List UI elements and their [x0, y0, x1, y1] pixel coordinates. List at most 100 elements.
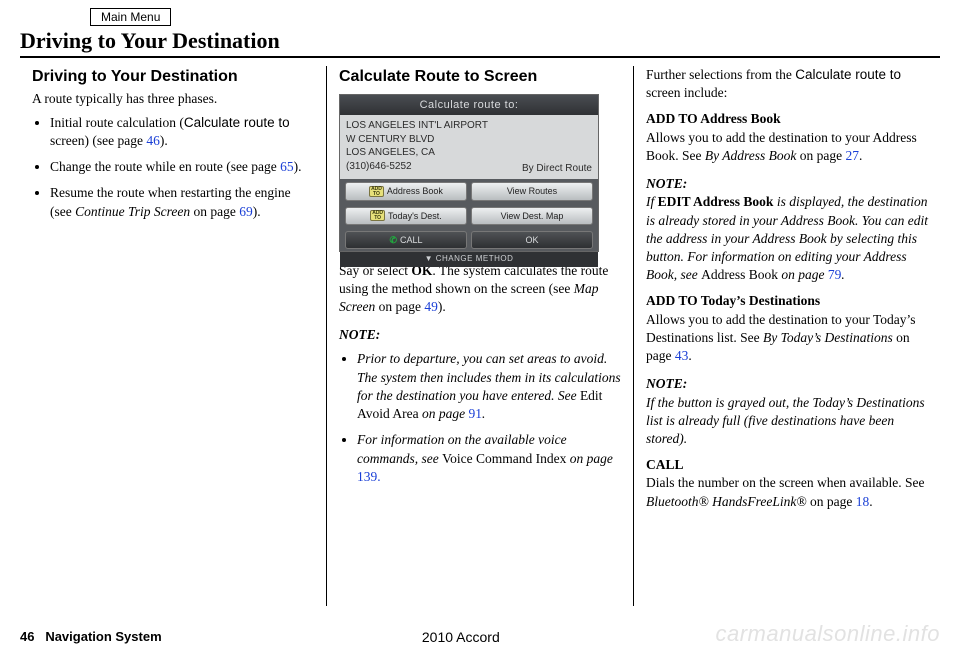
page-footer: 46 Navigation System 2010 Accord	[20, 629, 940, 645]
page-link[interactable]: 27	[845, 148, 859, 163]
ital-text: Bluetooth® HandsFreeLink®	[646, 494, 807, 509]
screenshot-body: LOS ANGELES INT'L AIRPORT W CENTURY BLVD…	[340, 115, 598, 179]
addto-td-heading: ADD TO Today’s Destinations	[646, 292, 928, 310]
col3-note2-label: NOTE:	[646, 375, 928, 393]
screenshot-btn-call[interactable]: ✆CALL	[345, 231, 467, 249]
col2-note-2: For information on the available voice c…	[357, 431, 621, 486]
plain-text: Voice Command Index	[442, 451, 566, 466]
ital-text: By Address Book	[705, 148, 796, 163]
text: Initial route calculation (	[50, 115, 184, 130]
bold-text: EDIT Address Book	[658, 194, 774, 209]
text: on page	[190, 204, 239, 219]
screenshot-route-method: By Direct Route	[522, 162, 592, 176]
text: .	[482, 406, 485, 421]
screenshot-btn-ok[interactable]: OK	[471, 231, 593, 249]
ui-text: Calculate route to	[184, 115, 290, 130]
col2-note-label: NOTE:	[339, 326, 621, 344]
call-text: Dials the number on the screen when avai…	[646, 474, 928, 510]
col3-note1-label: NOTE:	[646, 175, 928, 193]
page-link[interactable]: 69	[239, 204, 253, 219]
ui-text: Calculate route to	[795, 67, 901, 82]
text: .	[859, 148, 862, 163]
text: screen) (see page	[50, 133, 146, 148]
column-1: Driving to Your Destination A route typi…	[20, 66, 326, 606]
screenshot-btn-addressbook[interactable]: ADDTOAddress Book	[345, 182, 467, 200]
col1-intro: A route typically has three phases.	[32, 90, 314, 108]
text: on page	[807, 494, 856, 509]
page-link[interactable]: 49	[424, 299, 438, 314]
text: .	[841, 267, 844, 282]
text: .	[688, 348, 691, 363]
btn-label: Today's Dest.	[388, 210, 442, 222]
page-link[interactable]: 18	[856, 494, 870, 509]
screenshot-line: LOS ANGELES INT'L AIRPORT	[346, 119, 592, 133]
screenshot-row1: ADDTOAddress Book View Routes	[340, 179, 598, 203]
screenshot-btn-todaysdest[interactable]: ADDTOToday's Dest.	[345, 207, 467, 225]
screenshot-line: W CENTURY BLVD	[346, 133, 592, 147]
page-link[interactable]: 139.	[357, 469, 381, 484]
column-2: Calculate Route to Screen Calculate rout…	[326, 66, 633, 606]
screenshot-btn-viewroutes[interactable]: View Routes	[471, 182, 593, 200]
text: If	[646, 194, 658, 209]
page-link[interactable]: 65	[280, 159, 294, 174]
page-link[interactable]: 91	[468, 406, 482, 421]
addto-ab-heading: ADD TO Address Book	[646, 110, 928, 128]
text: on page	[375, 299, 424, 314]
col1-bullet-1: Initial route calculation (Calculate rou…	[50, 114, 314, 150]
text: screen include:	[646, 85, 727, 100]
footer-spacer	[760, 629, 940, 645]
col3-p1: Further selections from the Calculate ro…	[646, 66, 928, 102]
ital-text: By Today’s Destinations	[763, 330, 893, 345]
addto-icon: ADDTO	[370, 210, 385, 221]
footer-model: 2010 Accord	[422, 629, 500, 645]
plain-text: Address Book	[701, 267, 778, 282]
main-menu-button[interactable]: Main Menu	[90, 8, 171, 26]
col2-p1: Say or select OK. The system calculates …	[339, 262, 621, 317]
text: on page	[778, 267, 828, 282]
col3-note1-text: If EDIT Address Book is displayed, the d…	[646, 193, 928, 284]
text: ).	[294, 159, 302, 174]
text: ).	[438, 299, 446, 314]
addto-icon: ADDTO	[369, 186, 384, 197]
text: on page	[796, 148, 845, 163]
footer-system: Navigation System	[45, 629, 161, 644]
call-heading: CALL	[646, 456, 928, 474]
screenshot-line: LOS ANGELES, CA	[346, 146, 592, 160]
page-number: 46	[20, 629, 34, 644]
text: on page	[419, 406, 469, 421]
text: Dials the number on the screen when avai…	[646, 475, 925, 490]
screenshot-row2: ADDTOToday's Dest. View Dest. Map	[340, 204, 598, 228]
btn-label: Address Book	[387, 185, 443, 197]
page-link[interactable]: 46	[146, 133, 160, 148]
screenshot-title: Calculate route to:	[340, 95, 598, 116]
text: Further selections from the	[646, 67, 795, 82]
screenshot-row3: ✆CALL OK	[340, 228, 598, 252]
col2-heading: Calculate Route to Screen	[339, 66, 621, 88]
addto-ab-text: Allows you to add the destination to you…	[646, 129, 928, 165]
screenshot-btn-viewdestmap[interactable]: View Dest. Map	[471, 207, 593, 225]
btn-label: CALL	[400, 234, 423, 246]
text: .	[869, 494, 872, 509]
text: on page	[566, 451, 613, 466]
col1-heading: Driving to Your Destination	[32, 66, 314, 88]
page-title: Driving to Your Destination	[20, 28, 940, 54]
text: ).	[160, 133, 168, 148]
col2-note-bullets: Prior to departure, you can set areas to…	[339, 350, 621, 486]
col3-note2-text: If the button is grayed out, the Today’s…	[646, 394, 928, 449]
footer-left: 46 Navigation System	[20, 629, 162, 645]
addto-td-text: Allows you to add the destination to you…	[646, 311, 928, 366]
page-link[interactable]: 43	[675, 348, 689, 363]
column-3: Further selections from the Calculate ro…	[633, 66, 940, 606]
page-title-row: Driving to Your Destination	[20, 28, 940, 58]
content-columns: Driving to Your Destination A route typi…	[20, 66, 940, 606]
col1-bullets: Initial route calculation (Calculate rou…	[32, 114, 314, 221]
text: Change the route while en route (see pag…	[50, 159, 280, 174]
screenshot-footer: ▼ CHANGE METHOD	[340, 252, 598, 267]
nav-screenshot: Calculate route to: LOS ANGELES INT'L AI…	[339, 94, 599, 252]
phone-icon: ✆	[389, 234, 397, 246]
ital-text: Continue Trip Screen	[75, 204, 190, 219]
col1-bullet-3: Resume the route when restarting the eng…	[50, 184, 314, 220]
page-link[interactable]: 79	[828, 267, 842, 282]
col2-note-1: Prior to departure, you can set areas to…	[357, 350, 621, 423]
text: ).	[253, 204, 261, 219]
